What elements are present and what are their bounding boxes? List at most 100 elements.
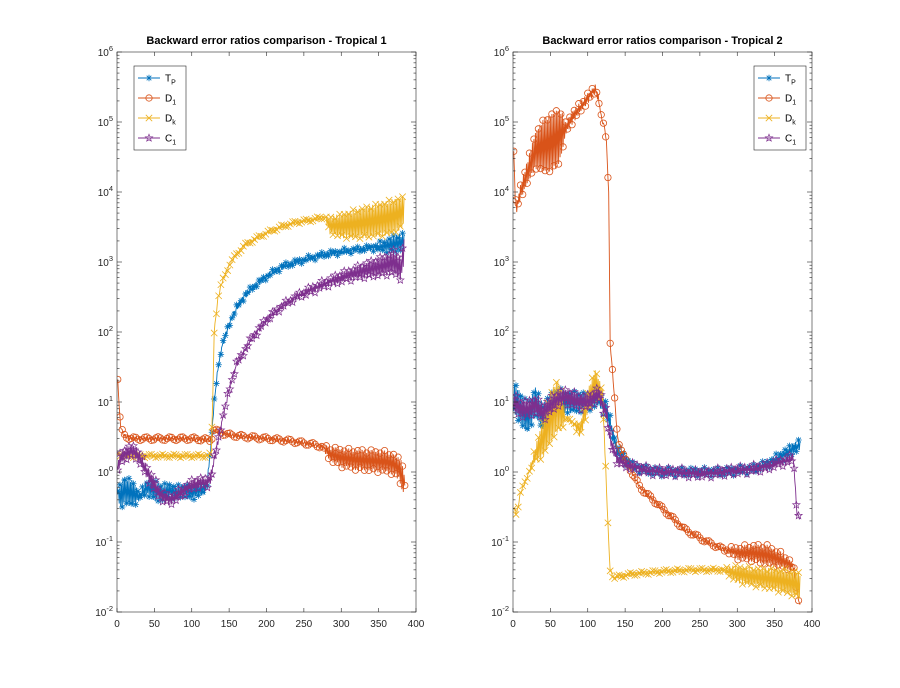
- data-point: [571, 400, 582, 410]
- data-point: [606, 567, 614, 575]
- data-point: [215, 292, 223, 300]
- data-point: [795, 569, 803, 576]
- data-point: [367, 243, 375, 250]
- data-point: [516, 181, 525, 189]
- data-point: [202, 482, 213, 492]
- data-point: [287, 261, 294, 268]
- data-point: [327, 213, 335, 221]
- data-point: [220, 401, 230, 411]
- data-point: [334, 232, 341, 240]
- y-tick-exponent: -2: [106, 604, 113, 613]
- data-point: [289, 218, 297, 226]
- data-point: [266, 226, 274, 234]
- data-point: [786, 569, 794, 577]
- data-point: [658, 502, 666, 510]
- data-point: [374, 468, 382, 476]
- data-point: [387, 470, 395, 478]
- data-point: [145, 493, 153, 500]
- data-point: [633, 476, 641, 484]
- data-point: [129, 433, 138, 441]
- data-point: [360, 231, 368, 239]
- data-point: [124, 441, 134, 451]
- legend-marker: [765, 74, 773, 82]
- data-point: [389, 244, 399, 254]
- data-point: [546, 440, 554, 448]
- data-point: [658, 473, 665, 480]
- data-point: [611, 434, 618, 442]
- data-point: [516, 488, 524, 496]
- data-point: [727, 543, 735, 551]
- legend-label-sub: k: [792, 120, 796, 127]
- data-point: [194, 436, 203, 445]
- data-point: [336, 445, 344, 454]
- data-point: [199, 453, 207, 461]
- data-point: [568, 406, 576, 413]
- y-tick-label: 102: [98, 324, 113, 339]
- data-point: [751, 466, 761, 475]
- data-point: [752, 583, 760, 591]
- data-point: [692, 465, 699, 473]
- data-point: [520, 396, 530, 405]
- data-point: [601, 402, 611, 412]
- data-point: [274, 307, 284, 316]
- data-point: [660, 566, 668, 574]
- data-point: [636, 469, 643, 477]
- data-point: [353, 260, 363, 270]
- data-point: [223, 388, 233, 398]
- data-point: [517, 392, 524, 400]
- data-point: [323, 282, 334, 291]
- data-point: [747, 580, 755, 588]
- data-point: [207, 469, 217, 479]
- data-point: [737, 462, 744, 469]
- data-point: [208, 423, 216, 431]
- data-point: [332, 247, 339, 255]
- y-tick-base: 10: [494, 258, 506, 269]
- data-point: [181, 450, 189, 458]
- data-point: [158, 496, 168, 506]
- data-point: [343, 248, 350, 255]
- y-tick-label: 104: [494, 184, 509, 199]
- x-tick-label: 350: [370, 619, 387, 630]
- data-point: [311, 256, 319, 264]
- y-tick-label: 100: [494, 464, 509, 479]
- data-point: [654, 462, 665, 472]
- data-point: [141, 492, 148, 499]
- data-point: [396, 222, 404, 230]
- y-tick-exponent: 6: [109, 44, 113, 53]
- data-point: [730, 472, 737, 479]
- x-tick-label: 250: [296, 619, 313, 630]
- data-point: [182, 479, 192, 489]
- data-point: [781, 446, 789, 453]
- data-point: [649, 567, 657, 575]
- data-point: [729, 550, 738, 558]
- data-point: [196, 473, 206, 482]
- data-point: [288, 297, 298, 307]
- x-tick-label: 200: [654, 619, 671, 630]
- data-point: [267, 271, 274, 279]
- data-point: [559, 143, 567, 151]
- x-tick-label: 0: [114, 619, 120, 630]
- axes-tropical-1: 0 50 100 150 200 250 300 350 40010-210-110010110…: [95, 35, 425, 630]
- data-point: [777, 451, 784, 458]
- data-point: [524, 425, 531, 432]
- data-point: [150, 493, 157, 501]
- x-tick-label: 300: [729, 619, 746, 630]
- data-point: [607, 444, 617, 454]
- data-point: [401, 481, 409, 490]
- data-point: [678, 568, 686, 576]
- data-point: [551, 390, 561, 400]
- data-point: [539, 116, 547, 124]
- data-point: [138, 435, 147, 443]
- data-point: [381, 239, 388, 246]
- data-point: [175, 491, 186, 501]
- y-tick-base: 10: [98, 468, 110, 479]
- data-point: [773, 459, 783, 469]
- y-tick-label: 10-1: [491, 534, 509, 549]
- data-point: [253, 283, 260, 290]
- data-point: [616, 458, 626, 468]
- data-point: [364, 269, 374, 279]
- data-point: [117, 413, 124, 421]
- data-point: [360, 466, 369, 474]
- data-point: [521, 168, 529, 176]
- data-point: [266, 436, 274, 445]
